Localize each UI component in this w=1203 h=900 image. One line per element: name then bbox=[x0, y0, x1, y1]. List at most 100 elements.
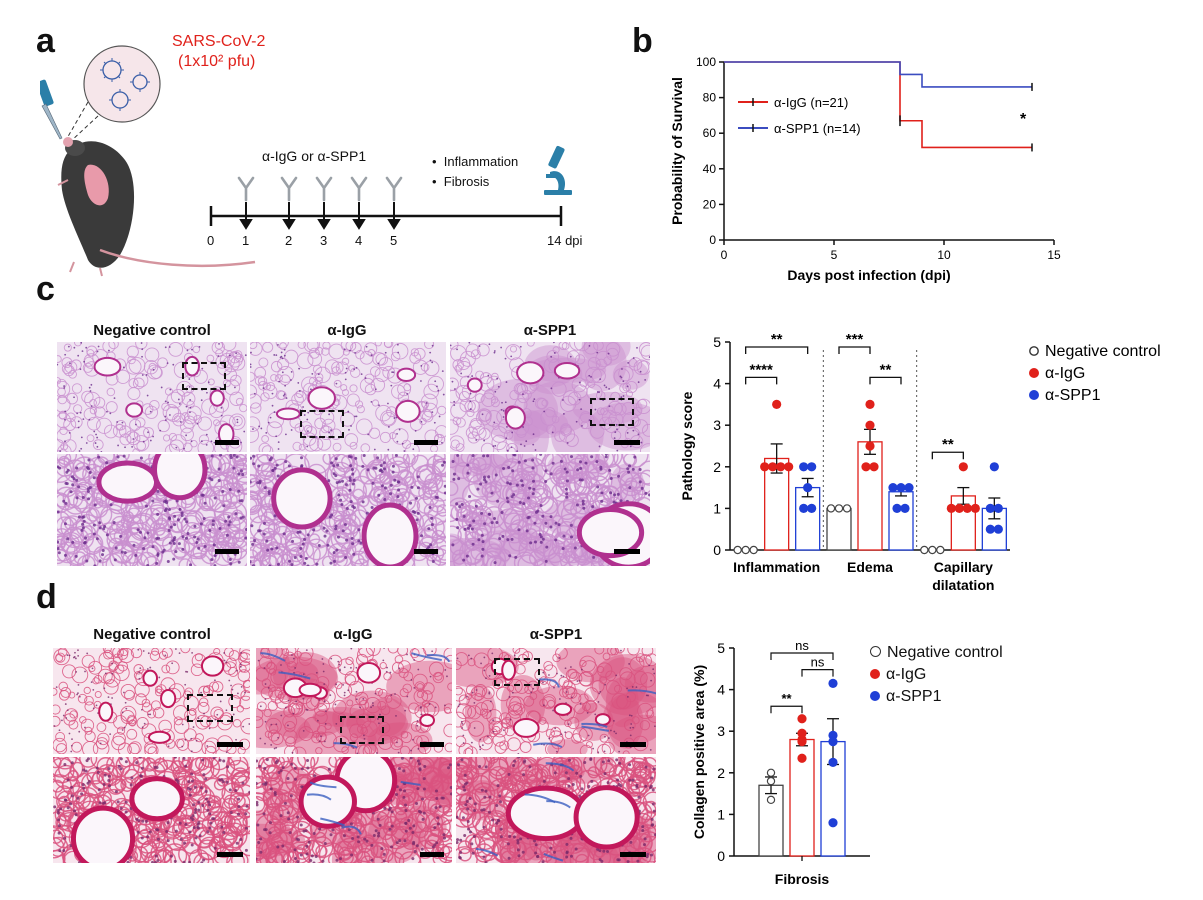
nucleus bbox=[606, 781, 610, 785]
x-tick-label: 5 bbox=[831, 248, 838, 262]
alveolus bbox=[637, 835, 656, 863]
nucleus bbox=[419, 706, 422, 709]
nucleus bbox=[527, 496, 531, 500]
nucleus bbox=[227, 523, 231, 527]
alveolus bbox=[645, 709, 655, 719]
nucleus bbox=[220, 414, 223, 417]
nucleus bbox=[239, 663, 242, 666]
nucleus bbox=[382, 461, 386, 465]
nucleus bbox=[329, 833, 333, 837]
alveolus bbox=[472, 457, 487, 472]
y-tick-label: 5 bbox=[713, 334, 721, 350]
nucleus bbox=[460, 758, 464, 762]
alveolus bbox=[410, 348, 419, 357]
nucleus bbox=[594, 408, 597, 411]
nucleus bbox=[70, 761, 74, 765]
nucleus bbox=[466, 820, 470, 824]
nucleus bbox=[138, 757, 142, 759]
alveolus bbox=[112, 648, 124, 659]
alveolus bbox=[378, 357, 393, 372]
alveolus bbox=[147, 364, 162, 380]
nucleus bbox=[393, 417, 396, 419]
nucleus bbox=[318, 827, 322, 831]
collagen-fiber bbox=[320, 817, 346, 827]
nucleus bbox=[251, 542, 255, 546]
nucleus bbox=[635, 686, 638, 688]
alveolus bbox=[625, 380, 638, 394]
alveolus bbox=[568, 764, 583, 780]
nucleus bbox=[315, 671, 318, 674]
nucleus bbox=[396, 440, 399, 443]
nucleus bbox=[355, 690, 358, 693]
alveolus bbox=[370, 377, 386, 393]
nucleus bbox=[239, 516, 243, 520]
alveolus bbox=[143, 555, 161, 566]
alveolus bbox=[250, 477, 265, 497]
nucleus bbox=[569, 854, 573, 858]
alveolus bbox=[391, 454, 419, 469]
alveolus bbox=[161, 402, 170, 411]
nucleus bbox=[329, 561, 333, 565]
he-overview-spp1 bbox=[450, 342, 650, 452]
nucleus bbox=[224, 519, 228, 523]
nucleus bbox=[212, 757, 216, 760]
alveolus bbox=[638, 342, 650, 357]
nucleus bbox=[628, 464, 632, 468]
y-tick-label: 80 bbox=[703, 91, 717, 105]
nucleus bbox=[96, 445, 99, 448]
alveolus bbox=[296, 648, 314, 661]
nucleus bbox=[84, 536, 88, 540]
nucleus bbox=[142, 547, 146, 551]
alveolus bbox=[71, 666, 89, 684]
nucleus bbox=[305, 708, 308, 711]
nucleus bbox=[76, 796, 80, 800]
alveolus bbox=[83, 686, 91, 695]
nucleus bbox=[315, 562, 319, 566]
nucleus bbox=[191, 814, 195, 818]
nucleus bbox=[592, 747, 594, 750]
nucleus bbox=[507, 856, 511, 860]
nucleus bbox=[434, 806, 438, 810]
y-axis-label: Probability of Survival bbox=[669, 77, 685, 225]
alveolus bbox=[622, 750, 630, 754]
nucleus bbox=[181, 723, 184, 726]
nucleus bbox=[148, 830, 152, 834]
nucleus bbox=[258, 481, 262, 485]
nucleus bbox=[520, 479, 524, 483]
alveolus bbox=[641, 757, 656, 774]
nucleus bbox=[101, 553, 105, 557]
nucleus bbox=[488, 795, 492, 799]
nucleus bbox=[578, 794, 582, 798]
alveolus bbox=[328, 343, 345, 360]
data-point bbox=[985, 503, 995, 513]
nucleus bbox=[507, 465, 511, 469]
nucleus bbox=[465, 799, 469, 803]
alveolus bbox=[390, 351, 401, 362]
alveolus bbox=[144, 405, 159, 419]
alveolus bbox=[284, 720, 296, 733]
nucleus bbox=[64, 410, 67, 413]
alveolus bbox=[429, 538, 446, 557]
nucleus bbox=[576, 468, 580, 472]
alveolus bbox=[198, 685, 210, 698]
nucleus bbox=[332, 464, 336, 468]
nucleus bbox=[314, 855, 318, 859]
alveolus bbox=[355, 744, 371, 754]
nucleus bbox=[492, 445, 495, 447]
alveolus bbox=[381, 475, 408, 502]
alveolus bbox=[528, 549, 546, 566]
nucleus bbox=[174, 550, 178, 554]
nucleus bbox=[536, 678, 539, 681]
nucleus bbox=[531, 492, 535, 496]
nucleus bbox=[456, 841, 459, 845]
nucleus bbox=[143, 722, 146, 725]
nucleus bbox=[415, 801, 419, 805]
nucleus bbox=[86, 757, 90, 761]
alveolus bbox=[529, 692, 538, 701]
nucleus bbox=[370, 505, 374, 509]
nucleus bbox=[500, 346, 503, 349]
nucleus bbox=[510, 537, 514, 541]
nucleus bbox=[222, 831, 226, 835]
scale-bar bbox=[217, 852, 243, 857]
nucleus bbox=[459, 838, 463, 842]
